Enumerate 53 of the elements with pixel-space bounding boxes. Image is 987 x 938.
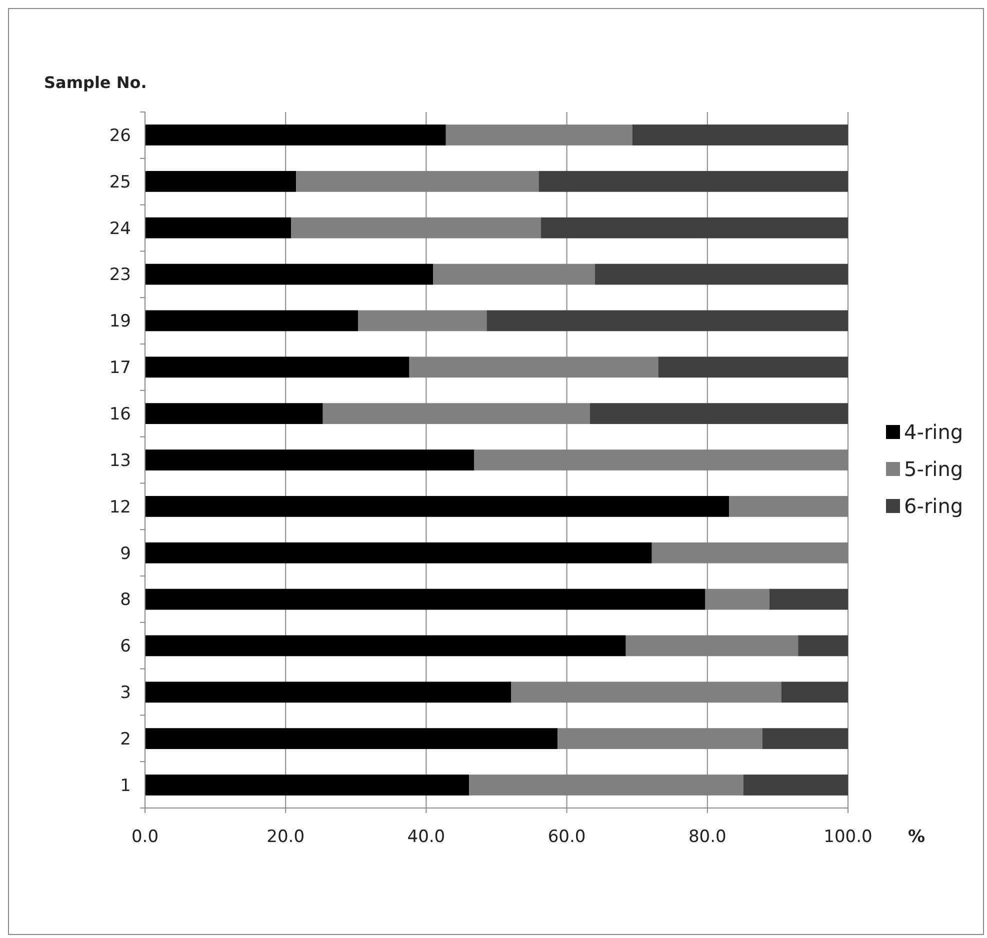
bar <box>145 356 410 378</box>
bar <box>145 170 296 192</box>
bar <box>538 170 848 192</box>
bar <box>658 356 848 378</box>
bar <box>145 774 470 796</box>
y-tick-label: 12 <box>109 497 131 518</box>
x-tick-label: 20.0 <box>266 827 305 847</box>
bar <box>145 682 512 703</box>
bar <box>145 496 730 517</box>
x-tick-label: 60.0 <box>548 827 586 847</box>
bar <box>762 728 848 750</box>
y-tick-label: 3 <box>120 683 131 704</box>
bar <box>145 217 292 238</box>
bar <box>769 588 848 610</box>
bar <box>145 728 558 750</box>
bar <box>632 124 848 146</box>
bar <box>145 124 446 146</box>
bar <box>145 310 358 332</box>
bar <box>540 217 848 238</box>
y-tick-label: 26 <box>109 126 131 146</box>
y-axis-title: Sample No. <box>44 73 147 92</box>
y-tick-label: 19 <box>109 312 131 332</box>
x-tick-label: 0.0 <box>131 827 159 847</box>
bar <box>594 264 848 285</box>
bar <box>145 542 652 564</box>
bar <box>781 682 848 703</box>
bar <box>145 403 323 424</box>
bar <box>145 450 474 470</box>
legend-label: 4-ring <box>904 420 964 444</box>
legend-label: 5-ring <box>904 457 964 481</box>
y-tick-label: 16 <box>109 404 131 425</box>
bar <box>743 774 848 796</box>
x-tick-label: 40.0 <box>407 827 446 847</box>
y-tick-label: 2 <box>120 730 131 750</box>
y-tick-label: 1 <box>120 776 131 796</box>
y-tick-label: 23 <box>109 265 131 286</box>
y-tick-label: 25 <box>109 172 131 192</box>
bar <box>486 310 848 332</box>
bar <box>145 264 434 285</box>
y-tick-label: 17 <box>109 358 131 378</box>
y-tick-label: 13 <box>109 450 131 471</box>
legend-label: 6-ring <box>904 494 964 518</box>
bar <box>145 588 706 610</box>
y-tick-label: 8 <box>120 590 131 610</box>
x-tick-label: 80.0 <box>688 827 726 847</box>
x-tick-label: 100.0 <box>824 827 872 847</box>
y-tick-label: 9 <box>120 544 131 564</box>
x-axis-title: % <box>908 827 926 847</box>
bar <box>798 635 848 656</box>
bar <box>590 403 848 424</box>
bar <box>145 635 626 656</box>
y-tick-label: 24 <box>109 218 131 239</box>
y-tick-label: 6 <box>120 636 131 657</box>
